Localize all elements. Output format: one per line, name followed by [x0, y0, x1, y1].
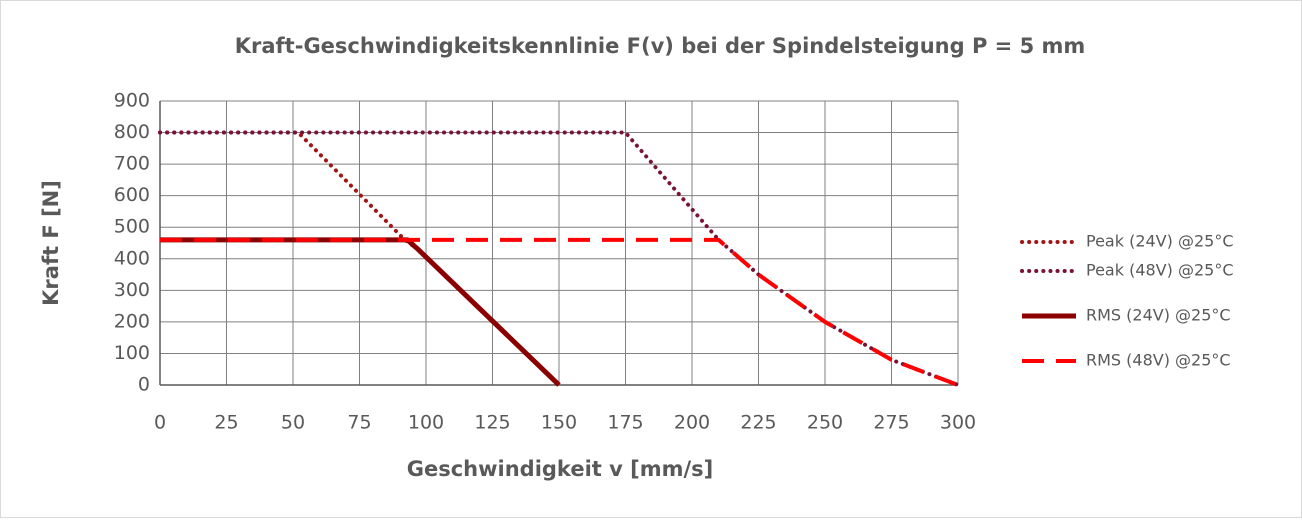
y-tick-label: 900: [114, 90, 150, 112]
x-tick-label: 75: [347, 412, 371, 434]
y-tick-label: 800: [114, 121, 150, 143]
y-tick-label: 700: [114, 153, 150, 175]
legend-label: Peak (48V) @25°C: [1086, 261, 1233, 280]
y-tick-label: 0: [138, 374, 150, 396]
x-axis-label: Geschwindigkeit v [mm/s]: [407, 457, 714, 481]
y-tick-label: 200: [114, 310, 150, 332]
y-tick-label: 100: [114, 342, 150, 364]
x-tick-label: 250: [807, 412, 843, 434]
legend-label: Peak (24V) @25°C: [1086, 232, 1233, 251]
x-tick-label: 275: [873, 412, 909, 434]
legend-label: RMS (48V) @25°C: [1086, 351, 1231, 370]
y-tick-label: 600: [114, 184, 150, 206]
y-tick-label: 300: [114, 279, 150, 301]
x-tick-label: 100: [408, 412, 444, 434]
x-tick-label: 125: [474, 412, 510, 434]
series-line: [160, 237, 959, 387]
x-tick-label: 200: [674, 412, 710, 434]
x-tick-label: 25: [214, 412, 238, 434]
y-tick-label: 400: [114, 247, 150, 269]
y-tick-label: 500: [114, 216, 150, 238]
x-tick-label: 300: [940, 412, 976, 434]
x-tick-label: 175: [607, 412, 643, 434]
x-tick-label: 225: [740, 412, 776, 434]
x-tick-label: 50: [281, 412, 305, 434]
x-tick-label: 0: [154, 412, 166, 434]
chart-title: Kraft-Geschwindigkeitskennlinie F(v) bei…: [235, 34, 1086, 58]
x-tick-label: 150: [541, 412, 577, 434]
y-axis-label: Kraft F [N]: [39, 180, 63, 306]
legend-label: RMS (24V) @25°C: [1086, 306, 1231, 325]
